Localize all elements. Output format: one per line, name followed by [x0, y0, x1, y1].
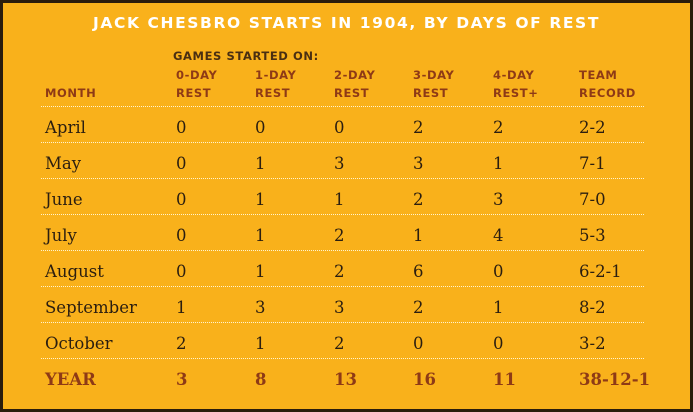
row-divider — [41, 322, 644, 323]
value-cell-0-day-rest: 3 — [176, 370, 188, 389]
column-header-line-1: 3-DAY — [413, 68, 455, 82]
table-row: June 0 1 1 2 3 7-0 — [3, 190, 693, 226]
value-cell-team-record: 6-2-1 — [579, 262, 622, 281]
column-header-4-day-rest-plus: 4-DAY REST+ — [493, 66, 538, 102]
month-cell: October — [45, 334, 113, 353]
column-header-line-1: 1-DAY — [255, 68, 297, 82]
value-cell-0-day-rest: 0 — [176, 154, 187, 173]
value-cell-3-day-rest: 2 — [413, 298, 424, 317]
value-cell-4-day-rest-plus: 0 — [493, 262, 504, 281]
value-cell-4-day-rest-plus: 1 — [493, 154, 504, 173]
value-cell-3-day-rest: 1 — [413, 226, 424, 245]
total-label: YEAR — [45, 370, 96, 389]
table-row: July 0 1 2 1 4 5-3 — [3, 226, 693, 262]
column-header-line-1 — [45, 66, 96, 84]
table-row: August 0 1 2 6 0 6-2-1 — [3, 262, 693, 298]
value-cell-1-day-rest: 1 — [255, 334, 266, 353]
value-cell-0-day-rest: 2 — [176, 334, 187, 353]
value-cell-0-day-rest: 0 — [176, 226, 187, 245]
value-cell-1-day-rest: 1 — [255, 154, 266, 173]
value-cell-team-record: 8-2 — [579, 298, 606, 317]
value-cell-1-day-rest: 1 — [255, 262, 266, 281]
month-cell: April — [45, 118, 86, 137]
row-divider — [41, 250, 644, 251]
column-header-2-day-rest: 2-DAY REST — [334, 66, 375, 102]
month-cell: September — [45, 298, 137, 317]
row-divider — [41, 142, 644, 143]
value-cell-0-day-rest: 0 — [176, 118, 187, 137]
value-cell-2-day-rest: 0 — [334, 118, 345, 137]
value-cell-0-day-rest: 0 — [176, 190, 187, 209]
value-cell-4-day-rest-plus: 4 — [493, 226, 504, 245]
row-divider — [41, 286, 644, 287]
value-cell-2-day-rest: 2 — [334, 226, 345, 245]
row-divider — [41, 358, 644, 359]
column-header-line-1: 4-DAY — [493, 68, 535, 82]
value-cell-2-day-rest: 13 — [334, 370, 357, 389]
month-cell: July — [45, 226, 77, 245]
value-cell-1-day-rest: 1 — [255, 226, 266, 245]
column-header-3-day-rest: 3-DAY REST — [413, 66, 454, 102]
column-header-line-2: REST — [413, 86, 449, 100]
value-cell-2-day-rest: 3 — [334, 298, 345, 317]
column-header-month: MONTH — [45, 66, 96, 102]
value-cell-2-day-rest: 2 — [334, 262, 345, 281]
games-started-label: GAMES STARTED ON: — [173, 49, 319, 63]
value-cell-0-day-rest: 0 — [176, 262, 187, 281]
value-cell-team-record: 38-12-1 — [579, 370, 651, 389]
value-cell-4-day-rest-plus: 2 — [493, 118, 504, 137]
row-divider — [41, 214, 644, 215]
header-divider — [41, 106, 644, 107]
column-header-0-day-rest: 0-DAY REST — [176, 66, 217, 102]
value-cell-2-day-rest: 1 — [334, 190, 345, 209]
column-header-line-2: REST — [176, 86, 212, 100]
value-cell-3-day-rest: 0 — [413, 334, 424, 353]
value-cell-team-record: 5-3 — [579, 226, 606, 245]
value-cell-team-record: 7-1 — [579, 154, 606, 173]
column-header-team-record: TEAM RECORD — [579, 66, 636, 102]
value-cell-1-day-rest: 3 — [255, 298, 266, 317]
value-cell-team-record: 2-2 — [579, 118, 606, 137]
column-header-line-1: TEAM — [579, 68, 618, 82]
value-cell-1-day-rest: 1 — [255, 190, 266, 209]
month-cell: June — [45, 190, 83, 209]
column-header-line-2: MONTH — [45, 86, 97, 100]
value-cell-3-day-rest: 16 — [413, 370, 436, 389]
column-header-line-1: 0-DAY — [176, 68, 218, 82]
value-cell-0-day-rest: 1 — [176, 298, 187, 317]
table-title: JACK CHESBRO STARTS IN 1904, BY DAYS OF … — [93, 14, 600, 32]
value-cell-team-record: 3-2 — [579, 334, 606, 353]
column-header-line-2: RECORD — [579, 86, 636, 100]
value-cell-2-day-rest: 2 — [334, 334, 345, 353]
column-header-line-2: REST+ — [493, 86, 539, 100]
value-cell-1-day-rest: 0 — [255, 118, 266, 137]
value-cell-3-day-rest: 3 — [413, 154, 424, 173]
value-cell-3-day-rest: 2 — [413, 190, 424, 209]
value-cell-1-day-rest: 8 — [255, 370, 267, 389]
table-row: September 1 3 3 2 1 8-2 — [3, 298, 693, 334]
total-row: YEAR 3 8 13 16 11 38-12-1 — [3, 370, 693, 406]
value-cell-3-day-rest: 6 — [413, 262, 424, 281]
value-cell-4-day-rest-plus: 11 — [493, 370, 516, 389]
month-cell: August — [45, 262, 104, 281]
value-cell-4-day-rest-plus: 1 — [493, 298, 504, 317]
row-divider — [41, 178, 644, 179]
value-cell-4-day-rest-plus: 0 — [493, 334, 504, 353]
column-header-line-2: REST — [255, 86, 291, 100]
table-row: April 0 0 0 2 2 2-2 — [3, 118, 693, 154]
column-header-line-1: 2-DAY — [334, 68, 376, 82]
column-header-1-day-rest: 1-DAY REST — [255, 66, 296, 102]
table-row: May 0 1 3 3 1 7-1 — [3, 154, 693, 190]
value-cell-3-day-rest: 2 — [413, 118, 424, 137]
table-row: October 2 1 2 0 0 3-2 — [3, 334, 693, 370]
month-cell: May — [45, 154, 82, 173]
value-cell-team-record: 7-0 — [579, 190, 606, 209]
column-header-line-2: REST — [334, 86, 370, 100]
value-cell-2-day-rest: 3 — [334, 154, 345, 173]
value-cell-4-day-rest-plus: 3 — [493, 190, 504, 209]
